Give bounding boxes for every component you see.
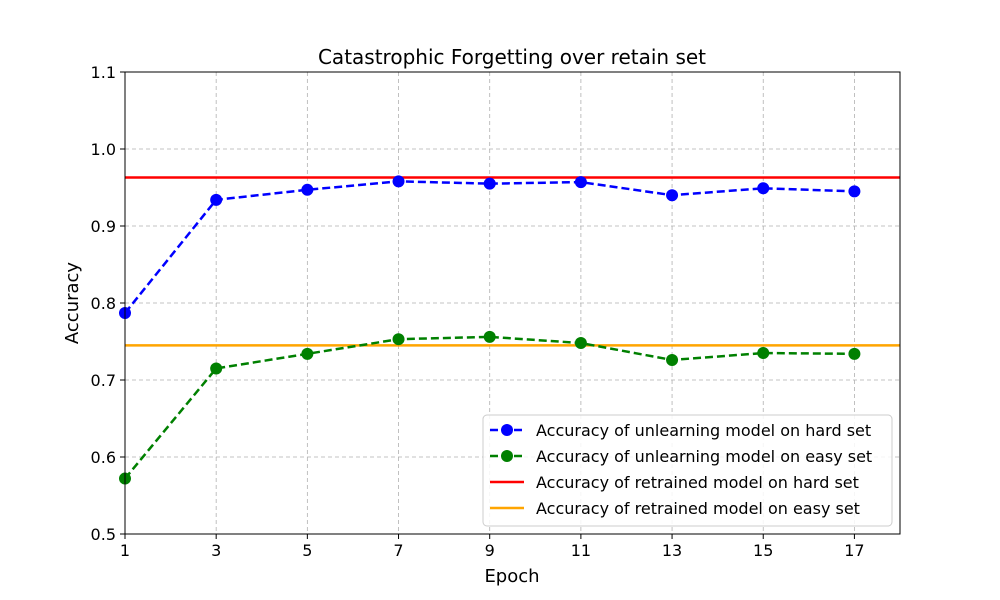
legend-box: [482, 414, 893, 527]
y-tick-label: 0.5: [91, 525, 116, 544]
data-point: [757, 182, 770, 195]
data-point: [666, 189, 679, 202]
y-tick-label: 0.7: [91, 371, 116, 390]
y-tick-label: 1.1: [91, 63, 116, 82]
data-point: [848, 185, 861, 198]
data-point: [848, 347, 861, 360]
x-tick-label: 7: [393, 541, 403, 560]
x-tick-label: 15: [753, 541, 773, 560]
data-point: [483, 177, 496, 190]
data-point: [210, 362, 223, 375]
series-line-1: [124, 335, 855, 480]
data-point: [574, 337, 587, 350]
legend-marker: [501, 424, 513, 436]
x-axis: 1 3 5 7 9 11 13 15 17: [120, 534, 865, 560]
data-point: [392, 333, 405, 346]
y-axis: 0.5 0.6 0.7 0.8 0.9 1.0 1.1: [91, 63, 125, 544]
data-point: [210, 193, 223, 206]
data-point: [301, 347, 314, 360]
legend-marker: [501, 450, 513, 462]
y-tick-label: 0.6: [91, 448, 116, 467]
x-tick-label: 5: [302, 541, 312, 560]
data-point: [757, 347, 770, 360]
series-line-0: [124, 180, 855, 314]
x-tick-label: 17: [844, 541, 864, 560]
legend-label: Accuracy of retrained model on hard set: [536, 473, 859, 492]
legend-label: Accuracy of retrained model on easy set: [536, 499, 860, 518]
x-tick-label: 9: [485, 541, 495, 560]
legend: Accuracy of unlearning model on hard set…: [482, 414, 893, 527]
x-tick-label: 3: [211, 541, 221, 560]
x-tick-label: 1: [120, 541, 130, 560]
series-lines: [119, 175, 861, 485]
y-tick-label: 1.0: [91, 140, 116, 159]
x-tick-label: 11: [571, 541, 591, 560]
chart-title: Catastrophic Forgetting over retain set: [318, 45, 706, 69]
legend-label: Accuracy of unlearning model on easy set: [536, 447, 872, 466]
legend-label: Accuracy of unlearning model on hard set: [536, 421, 871, 440]
x-axis-label: Epoch: [484, 566, 539, 587]
x-tick-label: 13: [662, 541, 682, 560]
data-point: [392, 175, 405, 188]
data-point: [666, 353, 679, 366]
y-axis-label: Accuracy: [62, 262, 83, 345]
y-tick-label: 0.9: [91, 217, 116, 236]
data-point: [574, 176, 587, 189]
data-point: [483, 330, 496, 343]
y-tick-label: 0.8: [91, 294, 116, 313]
reference-lines: [125, 176, 900, 347]
data-point: [301, 183, 314, 196]
